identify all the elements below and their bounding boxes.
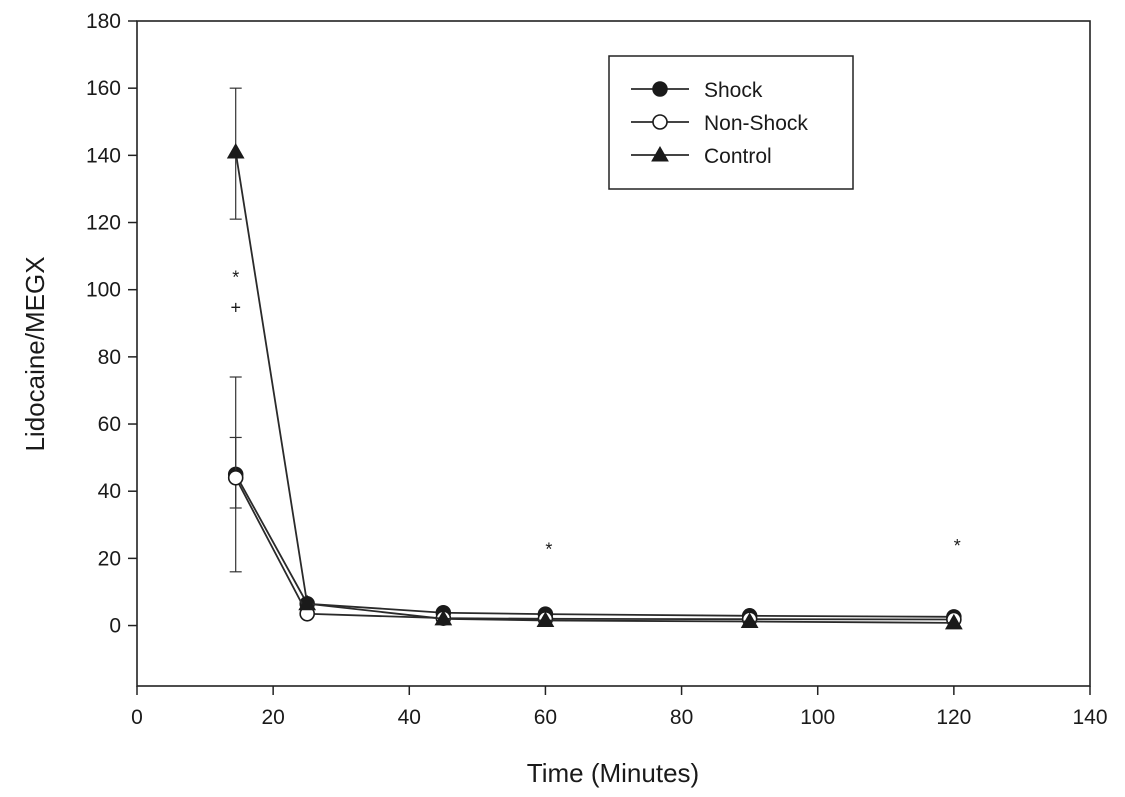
x-tick-label: 0 (131, 706, 143, 729)
y-axis-title: Lidocaine/MEGX (20, 256, 50, 451)
data-point (434, 609, 453, 626)
series-line (234, 473, 954, 618)
data-point (740, 612, 759, 629)
series-layer (226, 87, 963, 630)
y-tick-label: 0 (109, 615, 121, 638)
plot-frame (136, 20, 1091, 687)
y-tick-label: 160 (86, 77, 121, 100)
y-tick-label: 20 (98, 547, 121, 570)
y-tick-label: 60 (98, 413, 121, 436)
y-axis: 0 20 40 60 80 100 120 140 160 180 (86, 10, 137, 638)
y-tick-label: 100 (86, 279, 121, 302)
x-tick-label: 40 (398, 706, 421, 729)
legend-marker (652, 81, 668, 97)
legend-item: Control (631, 145, 772, 168)
annotation-mark: + (230, 297, 241, 317)
x-tick-label: 100 (800, 706, 835, 729)
x-axis: 0 20 40 60 80 100 120 140 (131, 686, 1108, 729)
y-tick-label: 40 (98, 480, 121, 503)
data-point (298, 594, 317, 611)
legend-marker (651, 145, 669, 162)
x-tick-label: 20 (261, 706, 284, 729)
x-tick-label: 80 (670, 706, 693, 729)
legend-label: Non-Shock (704, 112, 808, 135)
series-non-shock (227, 436, 962, 628)
x-axis-title: Time (Minutes) (527, 758, 699, 788)
legend-label: Control (704, 145, 772, 168)
data-point (226, 142, 245, 159)
x-tick-label: 60 (534, 706, 557, 729)
legend: Shock Non-Shock Control (608, 55, 854, 190)
series-shock (227, 376, 962, 625)
legend-item: Shock (631, 79, 763, 102)
legend-marker (652, 114, 668, 130)
data-point (227, 469, 244, 486)
y-tick-label: 80 (98, 346, 121, 369)
series-line (234, 151, 954, 624)
annotations: * + * * (230, 267, 960, 559)
data-point (944, 613, 963, 630)
y-tick-label: 140 (86, 144, 121, 167)
y-tick-label: 120 (86, 212, 121, 235)
annotation-mark: * (545, 539, 552, 559)
legend-label: Shock (704, 79, 763, 102)
annotation-mark: * (232, 267, 239, 287)
legend-item: Non-Shock (631, 112, 808, 135)
x-tick-label: 140 (1072, 706, 1107, 729)
series-line (234, 477, 954, 621)
y-tick-label: 180 (86, 10, 121, 33)
x-tick-label: 120 (936, 706, 971, 729)
annotation-mark: * (954, 536, 961, 556)
series-control (226, 87, 963, 630)
data-point (536, 611, 555, 628)
